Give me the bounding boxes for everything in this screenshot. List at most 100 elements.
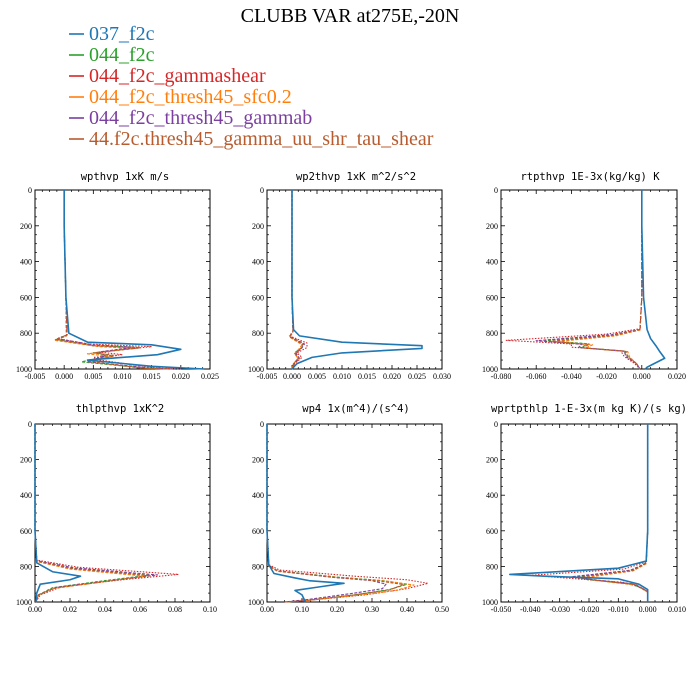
x-tick-label: 0.010 [333, 372, 351, 381]
series-line [266, 424, 405, 603]
y-tick-label: 800 [252, 562, 264, 571]
plot-area: 0.00 0.02 0.04 0.06 0.08 0.10 0 200 400 600 800 100… [16, 420, 217, 614]
y-tick-label: 0 [494, 186, 498, 195]
series-group [505, 190, 666, 370]
legend-entry: 044_f2c_thresh45_sfc0.2 [69, 86, 292, 108]
y-tick-label: 0 [28, 420, 32, 429]
x-tick-label: -0.040 [520, 605, 541, 614]
series-line [63, 190, 205, 370]
x-tick-label: 0.06 [133, 605, 147, 614]
series-group [509, 424, 649, 602]
legend: 037_f2c 044_f2c 044_f2c_gammashear 044_f… [69, 23, 434, 150]
plot-area: -0.005 0.000 0.005 0.010 0.015 0.020 0.025 0.03… [248, 186, 451, 381]
x-tick-label: 0.00 [260, 605, 274, 614]
panel-title: wpthvp 1xK m/s [81, 171, 170, 183]
x-tick-label: -0.030 [549, 605, 570, 614]
x-tick-label: 0.030 [433, 372, 451, 381]
y-tick-label: 200 [252, 222, 264, 231]
series-group [54, 190, 205, 370]
legend-entry: 044_f2c [69, 44, 155, 66]
y-tick-label: 0 [260, 186, 264, 195]
series-line [289, 190, 303, 370]
x-tick-label: 0.015 [143, 372, 161, 381]
y-tick-label: 1000 [16, 598, 32, 607]
x-tick-label: 0.010 [114, 372, 132, 381]
x-tick-label: -0.060 [526, 372, 547, 381]
legend-label: 037_f2c [89, 23, 155, 45]
x-tick-label: 0.02 [63, 605, 77, 614]
y-tick-label: 200 [486, 456, 498, 465]
legend-entry: 44.f2c.thresh45_gamma_uu_shr_tau_shear [69, 128, 434, 150]
plot-area: -0.080 -0.060 -0.040 -0.020 0.000 0.020 0 200 40… [482, 186, 686, 381]
y-tick-label: 200 [20, 456, 32, 465]
x-tick-label: 0.000 [283, 372, 301, 381]
y-tick-label: 600 [20, 293, 32, 302]
y-tick-label: 400 [252, 491, 264, 500]
legend-label: 044_f2c_thresh45_gammab [89, 107, 312, 129]
panel-title: wp2thvp 1xK m^2/s^2 [296, 171, 416, 183]
x-tick-label: -0.005 [25, 372, 46, 381]
y-tick-label: 0 [28, 186, 32, 195]
x-tick-label: 0.020 [383, 372, 401, 381]
y-tick-label: 400 [486, 491, 498, 500]
x-tick-label: 0.020 [668, 372, 686, 381]
series-line [34, 424, 180, 603]
x-tick-label: 0.025 [408, 372, 426, 381]
x-tick-label: 0.000 [55, 372, 73, 381]
x-tick-label: -0.020 [579, 605, 600, 614]
x-tick-label: 0.40 [400, 605, 414, 614]
series-line [34, 424, 159, 603]
y-tick-label: 600 [486, 527, 498, 536]
y-tick-label: 1000 [482, 598, 498, 607]
series-line [288, 190, 304, 370]
x-tick-label: 0.08 [168, 605, 182, 614]
x-tick-label: 0.005 [84, 372, 102, 381]
legend-entry: 044_f2c_gammashear [69, 65, 266, 87]
y-tick-label: 800 [252, 329, 264, 338]
y-tick-label: 200 [20, 222, 32, 231]
series-group [266, 424, 429, 603]
panel-title: wprtpthlp 1-E-3x(m kg K)/(s kg) [491, 403, 687, 415]
y-tick-label: 0 [260, 420, 264, 429]
y-tick-label: 600 [20, 527, 32, 536]
x-tick-label: 0.020 [172, 372, 190, 381]
series-line [34, 424, 82, 603]
panel-wprtpthlp: wprtpthlp 1-E-3x(m kg K)/(s kg) -0.050 -0… [482, 403, 687, 614]
y-tick-label: 1000 [482, 365, 498, 374]
y-tick-label: 1000 [16, 365, 32, 374]
y-tick-label: 600 [486, 293, 498, 302]
y-tick-label: 400 [20, 491, 32, 500]
plot-area: -0.005 0.000 0.005 0.010 0.015 0.020 0.025 0 200… [16, 186, 219, 381]
y-tick-label: 400 [252, 258, 264, 267]
x-tick-label: 0.025 [201, 372, 219, 381]
y-tick-label: 1000 [248, 365, 264, 374]
series-line [549, 190, 643, 370]
legend-label: 044_f2c_gammashear [89, 65, 266, 87]
legend-entry: 044_f2c_thresh45_gammab [69, 107, 312, 129]
series-line [266, 424, 345, 603]
panel-rtpthvp: rtpthvp 1E-3x(kg/kg) K -0.080 -0.060 -0.04… [482, 171, 686, 381]
series-group [288, 190, 423, 370]
y-tick-label: 0 [494, 420, 498, 429]
legend-label: 044_f2c_thresh45_sfc0.2 [89, 86, 292, 108]
x-tick-label: 0.50 [435, 605, 449, 614]
series-line [34, 424, 152, 603]
series-line [641, 190, 666, 370]
x-tick-label: -0.005 [257, 372, 278, 381]
y-tick-label: 1000 [248, 598, 264, 607]
plot-area: 0.00 0.10 0.20 0.30 0.40 0.50 0 200 400 600 800 100… [248, 420, 449, 614]
legend-entry: 037_f2c [69, 23, 155, 45]
panel-wp4: wp4 1x(m^4)/(s^4) 0.00 0.10 0.20 0.30 0.40 0.… [248, 403, 449, 614]
panel-title: thlpthvp 1xK^2 [76, 403, 165, 415]
x-tick-label: 0.000 [639, 605, 657, 614]
legend-label: 44.f2c.thresh45_gamma_uu_shr_tau_shear [89, 128, 434, 150]
x-tick-label: 0.20 [330, 605, 344, 614]
x-tick-label: -0.080 [491, 372, 512, 381]
panel-wp2thvp: wp2thvp 1xK m^2/s^2 -0.005 0.000 0.005 0.01… [248, 171, 451, 381]
panel-wpthvp: wpthvp 1xK m/s -0.005 0.000 0.005 0.010 0.01… [16, 171, 219, 381]
x-tick-label: 0.000 [633, 372, 651, 381]
y-tick-label: 800 [20, 329, 32, 338]
x-tick-label: 0.30 [365, 605, 379, 614]
y-tick-label: 800 [486, 562, 498, 571]
